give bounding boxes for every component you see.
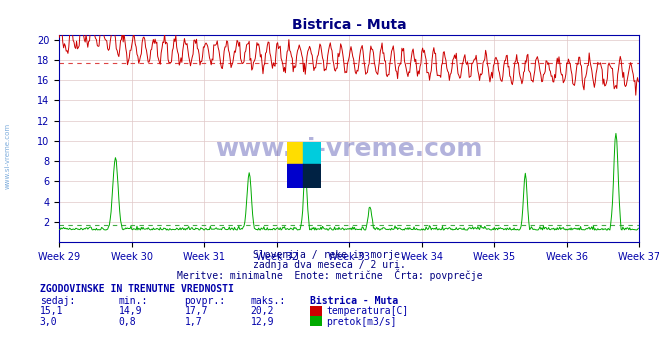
Text: Bistrica - Muta: Bistrica - Muta bbox=[310, 296, 398, 306]
Text: temperatura[C]: temperatura[C] bbox=[326, 306, 409, 316]
Text: ZGODOVINSKE IN TRENUTNE VREDNOSTI: ZGODOVINSKE IN TRENUTNE VREDNOSTI bbox=[40, 284, 233, 294]
Text: min.:: min.: bbox=[119, 296, 148, 306]
Text: 20,2: 20,2 bbox=[250, 306, 274, 316]
Text: 1,7: 1,7 bbox=[185, 317, 202, 327]
Text: www.si-vreme.com: www.si-vreme.com bbox=[5, 122, 11, 189]
Title: Bistrica - Muta: Bistrica - Muta bbox=[292, 18, 407, 32]
Text: Slovenija / reke in morje.: Slovenija / reke in morje. bbox=[253, 250, 406, 260]
Text: 0,8: 0,8 bbox=[119, 317, 136, 327]
Text: povpr.:: povpr.: bbox=[185, 296, 225, 306]
Text: maks.:: maks.: bbox=[250, 296, 285, 306]
Text: sedaj:: sedaj: bbox=[40, 296, 74, 306]
Text: pretok[m3/s]: pretok[m3/s] bbox=[326, 317, 397, 327]
Text: Meritve: minimalne  Enote: metrične  Črta: povprečje: Meritve: minimalne Enote: metrične Črta:… bbox=[177, 268, 482, 281]
Text: 17,7: 17,7 bbox=[185, 306, 208, 316]
Text: 12,9: 12,9 bbox=[250, 317, 274, 327]
Text: zadnja dva meseca / 2 uri.: zadnja dva meseca / 2 uri. bbox=[253, 260, 406, 270]
Text: 3,0: 3,0 bbox=[40, 317, 57, 327]
Text: www.si-vreme.com: www.si-vreme.com bbox=[215, 137, 483, 161]
Text: 14,9: 14,9 bbox=[119, 306, 142, 316]
Text: 15,1: 15,1 bbox=[40, 306, 63, 316]
